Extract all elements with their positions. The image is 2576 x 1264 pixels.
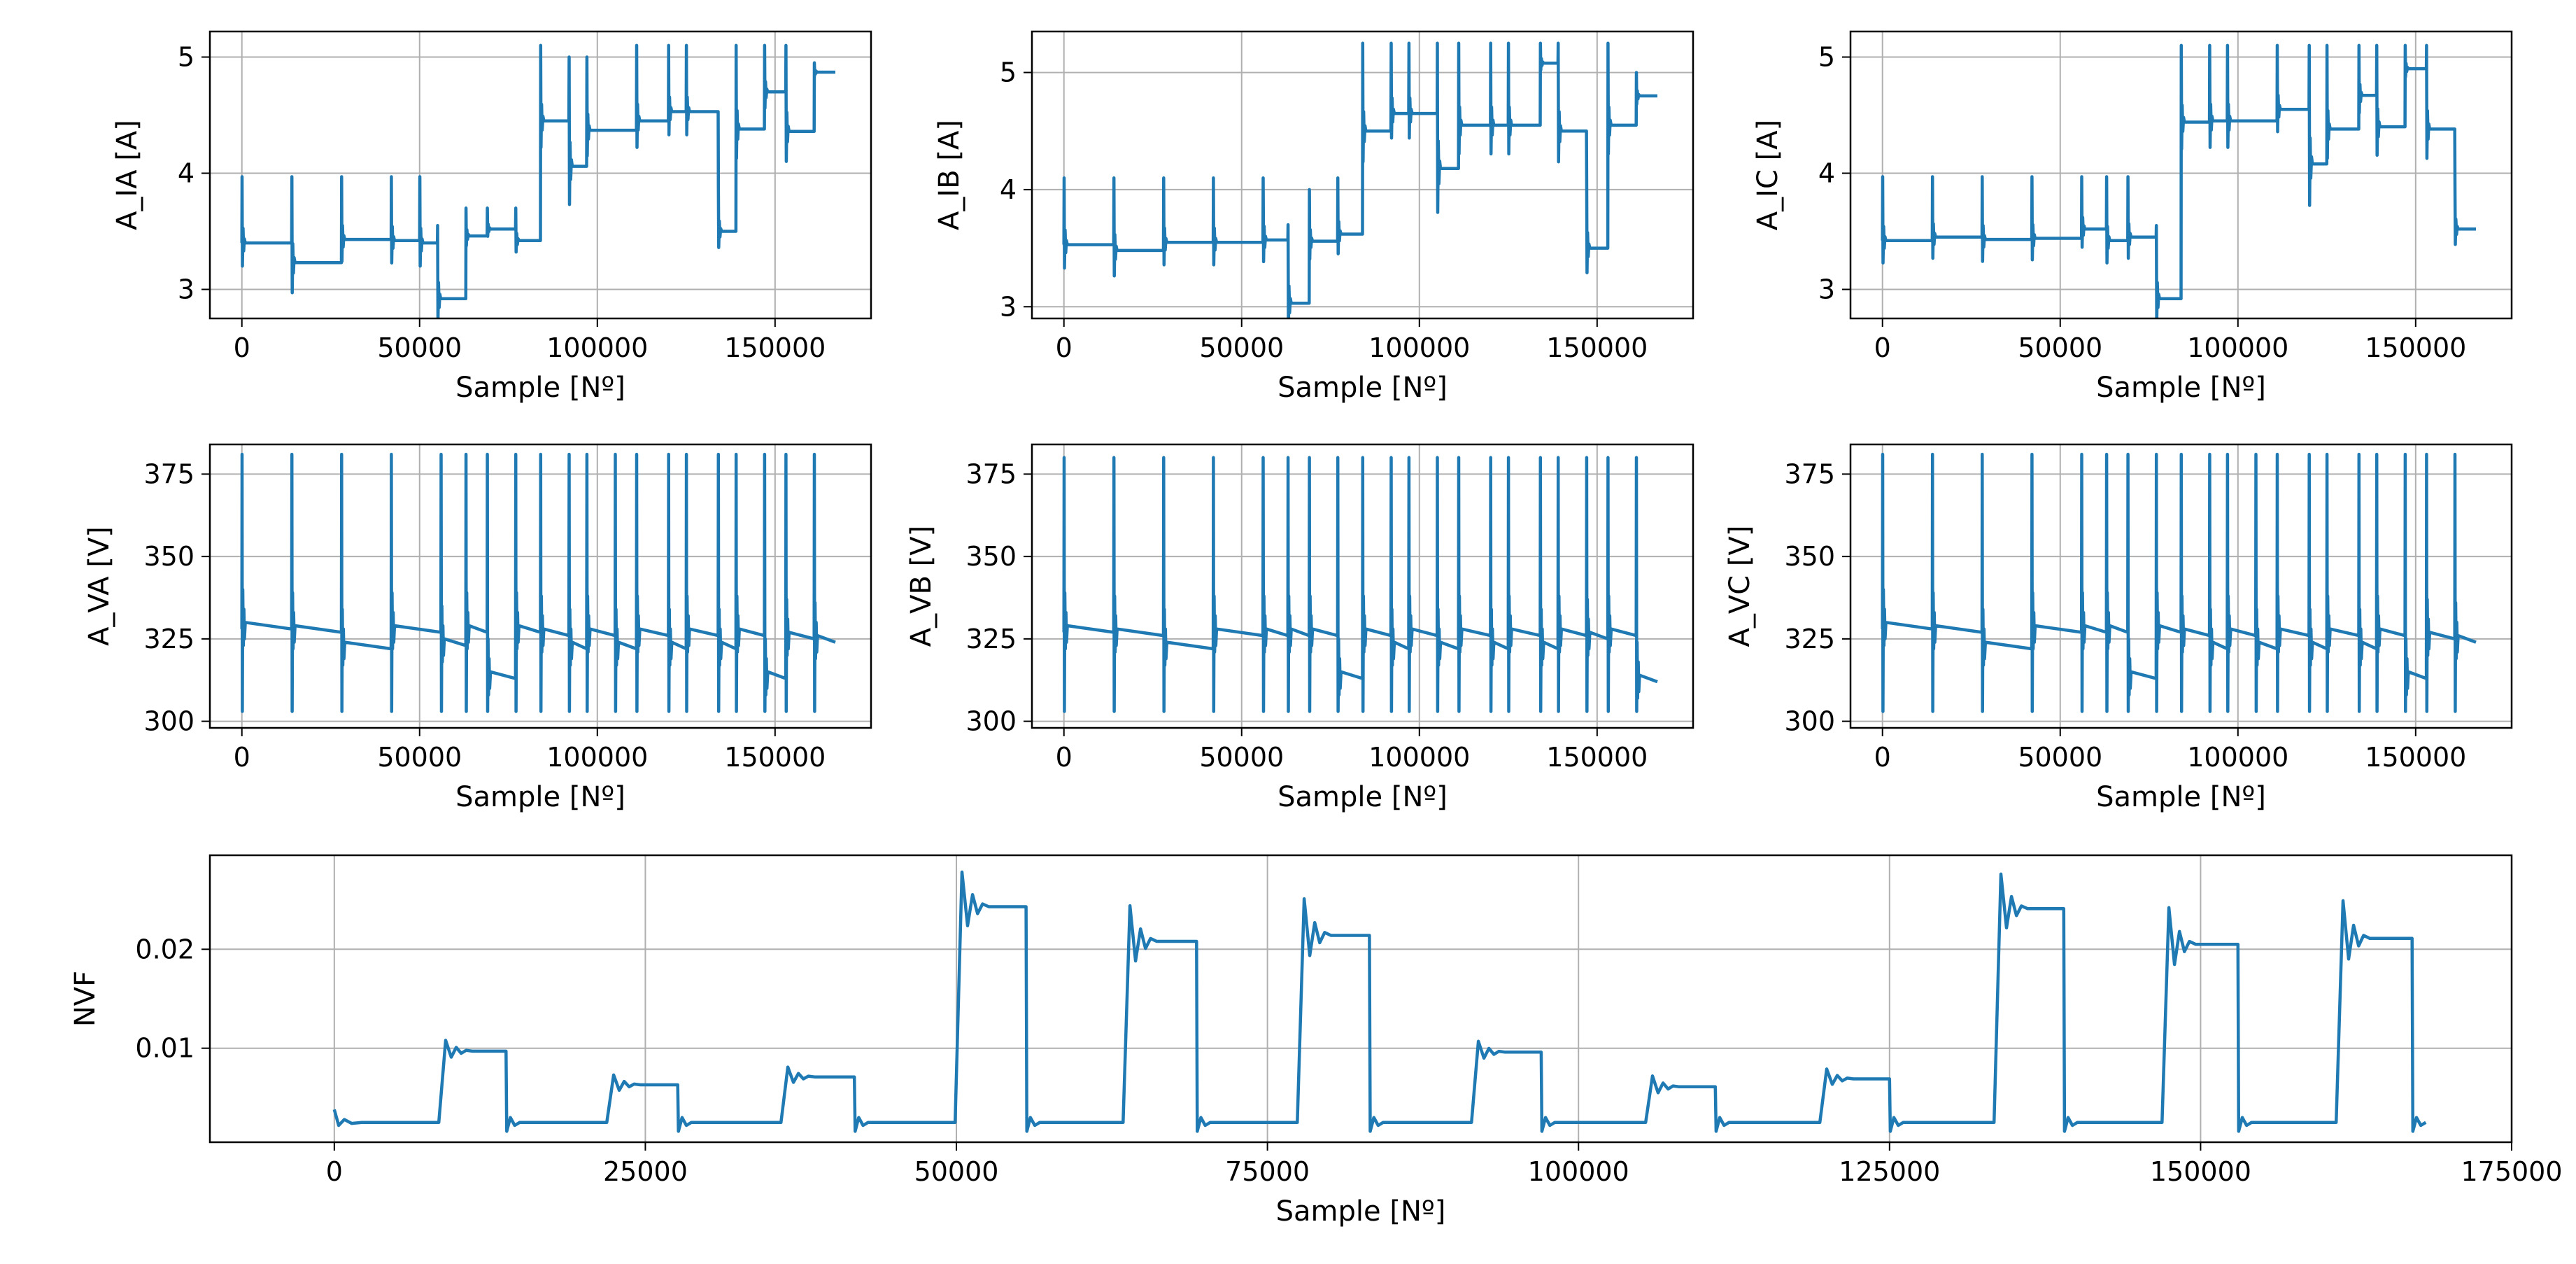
y-tick-label: 0.02: [135, 934, 194, 964]
x-tick-label: 50000: [377, 332, 462, 363]
y-tick-label: 5: [178, 42, 194, 73]
x-tick-label: 125000: [1839, 1156, 1940, 1187]
x-tick-label: 100000: [2187, 332, 2288, 363]
y-tick-label: 375: [143, 458, 194, 489]
subplot-nvf: 0 25000 50000 75000 100000 125000 150000 175000…: [69, 854, 2563, 1228]
x-tick-label: 0: [326, 1156, 343, 1187]
y-axis-label: NVF: [69, 971, 101, 1027]
x-axis-label: Sample [Nº]: [455, 781, 625, 813]
x-tick-label: 150000: [724, 332, 826, 363]
y-tick-label: 5: [1818, 42, 1835, 73]
subplot-ib: 0 50000 100000 150000 3 4 5 Sample [Nº] A_IB [A]: [933, 30, 1694, 404]
x-axis-label: Sample [Nº]: [2096, 781, 2266, 813]
series-line-ib: [1062, 41, 1657, 318]
y-tick-label: 300: [143, 706, 194, 737]
y-tick-label: 325: [143, 624, 194, 654]
x-tick-label: 0: [1056, 332, 1073, 363]
y-axis-label: A_VC [V]: [1724, 526, 1756, 647]
y-tick-label: 375: [965, 458, 1017, 489]
x-tick-label: 0: [1874, 332, 1891, 363]
x-tick-label: 50000: [1199, 742, 1284, 773]
x-tick-label: 0: [1874, 742, 1891, 773]
y-tick-label: 350: [143, 541, 194, 572]
x-tick-label: 100000: [1368, 742, 1470, 773]
y-tick-label: 3: [178, 274, 194, 305]
y-tick-label: 0.01: [135, 1033, 194, 1064]
x-tick-label: 150000: [1546, 742, 1648, 773]
y-tick-label: 325: [1784, 624, 1835, 654]
x-axis-label: Sample [Nº]: [1278, 372, 1448, 404]
x-tick-label: 150000: [1546, 332, 1648, 363]
x-axis-label: Sample [Nº]: [455, 372, 625, 404]
x-tick-label: 25000: [603, 1156, 688, 1187]
axes-frame: [1849, 443, 2513, 729]
x-tick-label: 50000: [914, 1156, 999, 1187]
x-tick-label: 0: [1056, 742, 1073, 773]
y-tick-label: 3: [1818, 274, 1835, 305]
x-tick-label: 100000: [1368, 332, 1470, 363]
series-line-ia: [240, 43, 835, 318]
x-tick-label: 50000: [377, 742, 462, 773]
y-tick-label: 4: [1000, 174, 1017, 205]
axes-frame: [1031, 443, 1694, 729]
y-axis-label: A_IB [A]: [933, 120, 965, 230]
axes-frame: [1031, 30, 1694, 320]
subplot-ia: 0 50000 100000 150000 3 4 5 Sample [Nº] A_IA [A]: [111, 30, 872, 404]
subplot-vc: 0 50000 100000 150000 300 325 350 375 Sample [Nº…: [1724, 443, 2513, 813]
series-line-nvf: [332, 870, 2427, 1133]
x-tick-label: 100000: [546, 332, 648, 363]
x-axis-label: Sample [Nº]: [1276, 1195, 1446, 1228]
series-line-vb: [1062, 456, 1658, 713]
x-tick-label: 0: [234, 332, 250, 363]
y-tick-label: 4: [178, 158, 194, 189]
x-tick-label: 150000: [2365, 742, 2466, 773]
y-axis-label: A_IC [A]: [1752, 120, 1784, 230]
series-line-ic: [1881, 43, 2476, 318]
series-line-vc: [1881, 452, 2477, 713]
subplot-ic: 0 50000 100000 150000 3 4 5 Sample [Nº] A_IC [A]: [1752, 30, 2513, 404]
x-tick-label: 50000: [2018, 742, 2102, 773]
x-tick-label: 50000: [1199, 332, 1284, 363]
series-line-va: [240, 452, 836, 713]
x-tick-label: 50000: [2018, 332, 2102, 363]
subplot-va: 0 50000 100000 150000 300 325 350 375 Sample [Nº…: [83, 443, 872, 813]
x-tick-label: 0: [234, 742, 250, 773]
x-tick-label: 150000: [2365, 332, 2466, 363]
x-tick-label: 150000: [2150, 1156, 2251, 1187]
x-tick-label: 175000: [2461, 1156, 2562, 1187]
y-tick-label: 325: [965, 624, 1017, 654]
y-tick-label: 300: [1784, 706, 1835, 737]
axes-frame: [1849, 30, 2513, 320]
axes-frame: [208, 443, 872, 729]
y-tick-label: 300: [965, 706, 1017, 737]
y-tick-label: 375: [1784, 458, 1835, 489]
x-tick-label: 100000: [546, 742, 648, 773]
axes-frame: [208, 30, 872, 320]
x-tick-label: 100000: [1528, 1156, 1629, 1187]
subplot-vb: 0 50000 100000 150000 300 325 350 375 Sample [Nº…: [905, 443, 1694, 813]
y-tick-label: 4: [1818, 158, 1835, 189]
x-tick-label: 150000: [724, 742, 826, 773]
y-tick-label: 350: [1784, 541, 1835, 572]
x-axis-label: Sample [Nº]: [1278, 781, 1448, 813]
y-axis-label: A_VB [V]: [905, 526, 937, 647]
x-axis-label: Sample [Nº]: [2096, 372, 2266, 404]
y-tick-label: 350: [965, 541, 1017, 572]
y-axis-label: A_VA [V]: [83, 526, 115, 646]
y-axis-label: A_IA [A]: [111, 120, 143, 230]
y-tick-label: 3: [1000, 291, 1017, 322]
x-tick-label: 100000: [2187, 742, 2288, 773]
y-tick-label: 5: [1000, 57, 1017, 88]
axes-frame: [208, 854, 2513, 1144]
x-tick-label: 75000: [1225, 1156, 1310, 1187]
